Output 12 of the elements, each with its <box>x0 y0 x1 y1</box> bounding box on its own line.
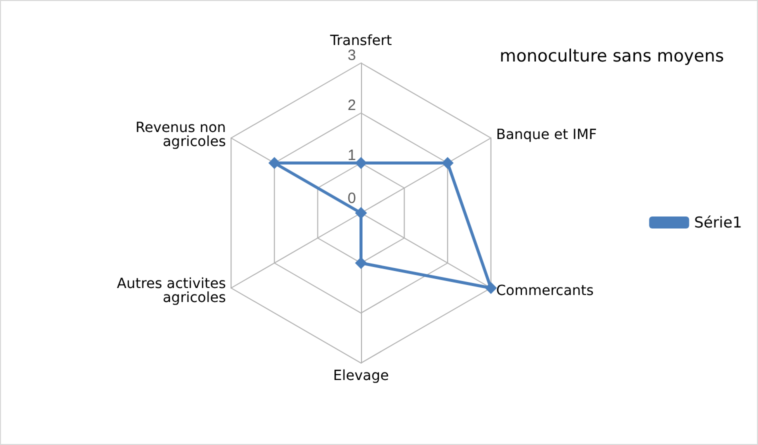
spoke-label: Transfert <box>329 33 392 50</box>
spoke-label: Banque et IMF <box>496 127 597 143</box>
y-tick-label: 2 <box>348 97 356 114</box>
y-tick-label: 3 <box>348 47 356 64</box>
spoke-label: Elevage <box>333 368 389 384</box>
text: monoculture sans moyens <box>500 46 724 66</box>
spoke-label: Autres activites agricoles <box>116 276 226 306</box>
y-tick-label: 1 <box>348 147 356 164</box>
y-tick-label: 0 <box>348 190 356 207</box>
legend-label: Série1 <box>694 214 742 232</box>
spoke-label: Revenus non agricoles <box>135 120 226 150</box>
spoke-label: Commercants <box>496 283 594 299</box>
